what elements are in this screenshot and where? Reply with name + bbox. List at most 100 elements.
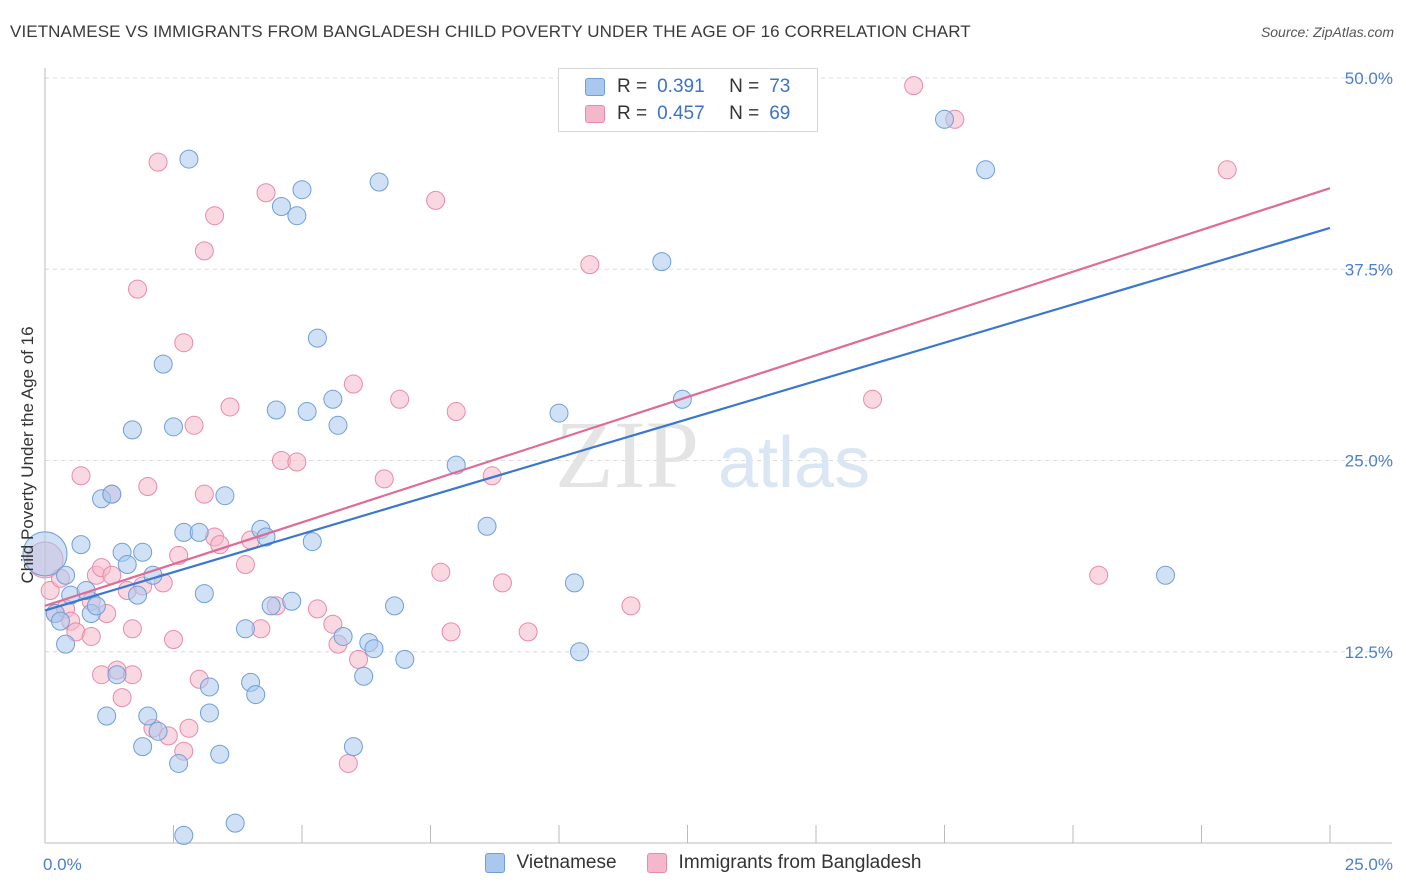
bangladesh-point: [323, 614, 343, 634]
vietnamese-point: [179, 149, 199, 169]
bangladesh-point: [205, 206, 225, 226]
legend-n-label: N =: [729, 103, 760, 124]
y-tick-label: 12.5%: [1345, 643, 1393, 662]
bangladesh-point: [492, 573, 512, 593]
vietnamese-point: [652, 252, 672, 272]
bangladesh-point: [426, 190, 446, 210]
legend-swatch-blue: [585, 78, 605, 96]
y-tick-label: 25.0%: [1345, 452, 1393, 471]
vietnamese-point: [564, 573, 584, 593]
legend-swatch-blue: [484, 853, 505, 873]
y-axis-label: Child Poverty Under the Age of 16: [18, 326, 37, 583]
legend-item-bangladesh: Immigrants from Bangladesh: [646, 852, 922, 874]
vietnamese-point: [50, 611, 70, 631]
vietnamese-point: [323, 389, 343, 409]
watermark-zip: ZIP: [555, 401, 699, 508]
bangladesh-point: [128, 279, 148, 299]
vietnamese-point: [364, 639, 384, 659]
vietnamese-point: [369, 172, 389, 192]
bangladesh-point: [390, 389, 410, 409]
vietnamese-point: [71, 535, 91, 555]
tick-labels: 12.5% 25.0% 37.5% 50.0% 0.0% 25.0%: [43, 69, 1393, 874]
vietnamese-point: [169, 753, 189, 773]
legend-row-vietnamese: R = 0.391 N = 73: [585, 74, 790, 100]
vietnamese-point: [189, 522, 209, 542]
vietnamese-point: [133, 737, 153, 757]
series-vietnamese-points: [22, 109, 1176, 845]
vietnamese-point: [1156, 565, 1176, 585]
bangladesh-point: [194, 484, 214, 504]
bangladesh-point: [138, 477, 158, 497]
vietnamese-point: [215, 486, 235, 506]
vietnamese-point: [343, 737, 363, 757]
vietnamese-point: [153, 354, 173, 374]
bangladesh-point: [148, 152, 168, 172]
vietnamese-point: [570, 642, 590, 662]
bangladesh-point: [518, 622, 538, 642]
vietnamese-point: [976, 160, 996, 180]
x-tick-label: 25.0%: [1345, 855, 1393, 874]
legend-r-label: R =: [617, 76, 648, 97]
bangladesh-point: [184, 415, 204, 435]
vietnamese-point: [138, 706, 158, 726]
vietnamese-point: [117, 555, 137, 575]
bangladesh-point: [374, 469, 394, 489]
legend-n-label: N =: [729, 76, 760, 97]
vietnamese-point: [271, 197, 291, 217]
bangladesh-point: [220, 397, 240, 417]
vietnamese-point: [477, 516, 497, 536]
vietnamese-point: [122, 420, 142, 440]
vietnamese-point: [210, 744, 230, 764]
bangladesh-point: [164, 630, 183, 650]
chart-source: Source: ZipAtlas.com: [1260, 24, 1394, 40]
watermark: ZIP atlas: [555, 401, 870, 508]
vietnamese-point: [549, 403, 569, 423]
legend-n-value: 73: [769, 76, 791, 97]
chart-title: VIETNAMESE VS IMMIGRANTS FROM BANGLADESH…: [10, 22, 971, 41]
vietnamese-trend-line: [44, 226, 1331, 612]
x-tick-label: 0.0%: [43, 855, 82, 874]
bangladesh-point: [1217, 160, 1237, 180]
vietnamese-point: [56, 634, 76, 654]
vietnamese-point: [287, 206, 307, 226]
vietnamese-point: [395, 649, 415, 669]
legend-label-bangladesh: Immigrants from Bangladesh: [678, 852, 922, 873]
bangladesh-point: [40, 581, 60, 601]
vietnamese-point: [282, 591, 302, 611]
vietnamese-point: [22, 531, 68, 577]
vietnamese-point: [86, 596, 106, 616]
trend-lines: [44, 187, 1331, 612]
vietnamese-point: [935, 109, 954, 129]
y-tick-label: 50.0%: [1345, 69, 1393, 88]
vietnamese-point: [385, 596, 405, 616]
vietnamese-point: [246, 685, 266, 705]
vietnamese-point: [148, 721, 168, 741]
legend-r-value: 0.457: [657, 103, 705, 124]
legend-label-vietnamese: Vietnamese: [516, 852, 617, 873]
bangladesh-point: [621, 596, 641, 616]
legend-n-value: 69: [769, 103, 791, 124]
vietnamese-point: [261, 596, 281, 616]
vietnamese-point: [133, 542, 153, 562]
correlation-legend: R = 0.391 N = 73 R = 0.457 N = 69: [558, 68, 818, 132]
vietnamese-point: [328, 415, 348, 435]
vietnamese-point: [164, 417, 183, 437]
vietnamese-point: [174, 825, 194, 845]
bangladesh-point: [194, 241, 214, 261]
vietnamese-point: [102, 484, 122, 504]
axes: [44, 68, 1392, 844]
y-tick-label: 37.5%: [1345, 260, 1393, 279]
bangladesh-point: [179, 718, 199, 738]
bangladesh-point: [580, 255, 600, 275]
bangladesh-point: [307, 599, 327, 619]
bangladesh-point: [256, 183, 276, 203]
bangladesh-point: [904, 76, 924, 96]
legend-swatch-pink: [585, 105, 605, 123]
vietnamese-point: [235, 619, 255, 639]
legend-swatch-pink: [646, 853, 667, 873]
vietnamese-point: [266, 400, 286, 420]
bangladesh-point: [441, 622, 461, 642]
vietnamese-point: [199, 677, 219, 697]
bangladesh-point: [235, 555, 255, 575]
